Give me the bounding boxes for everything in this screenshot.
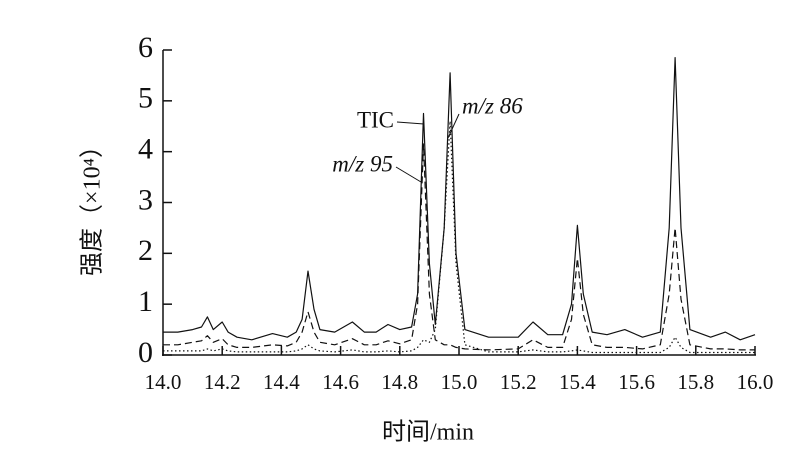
y-tick-label: 2 (138, 234, 153, 267)
series-annotation: m/z 86 (462, 93, 523, 118)
leader-line (396, 121, 425, 125)
x-tick-label: 16.0 (737, 370, 774, 394)
series-line (163, 120, 755, 354)
y-tick-label: 3 (138, 183, 153, 216)
y-axis-label: 强度（×10⁴） (79, 134, 106, 276)
x-tick-label: 15.4 (559, 370, 596, 394)
x-tick-label: 14.0 (145, 370, 182, 394)
x-tick-label: 14.8 (381, 370, 418, 394)
y-tick-label: 0 (138, 336, 153, 369)
x-tick-label: 14.6 (322, 370, 359, 394)
series-line (163, 143, 755, 351)
x-tick-label: 15.0 (441, 370, 478, 394)
y-tick-label: 1 (138, 285, 153, 318)
y-tick-label: 5 (138, 82, 153, 115)
leader-line (395, 166, 422, 183)
x-tick-label: 15.8 (677, 370, 714, 394)
series-annotation: m/z 95 (332, 151, 393, 176)
y-tick-label: 6 (138, 31, 153, 64)
series-line (163, 57, 756, 341)
x-tick-label: 15.6 (618, 370, 655, 394)
x-tick-label: 15.2 (500, 370, 537, 394)
x-tick-label: 14.4 (263, 370, 300, 394)
leader-line (447, 113, 460, 139)
x-axis-label: 时间/min (382, 419, 474, 446)
x-tick-label: 14.2 (204, 370, 241, 394)
y-tick-label: 4 (138, 133, 153, 166)
series-annotation: TIC (357, 107, 394, 132)
